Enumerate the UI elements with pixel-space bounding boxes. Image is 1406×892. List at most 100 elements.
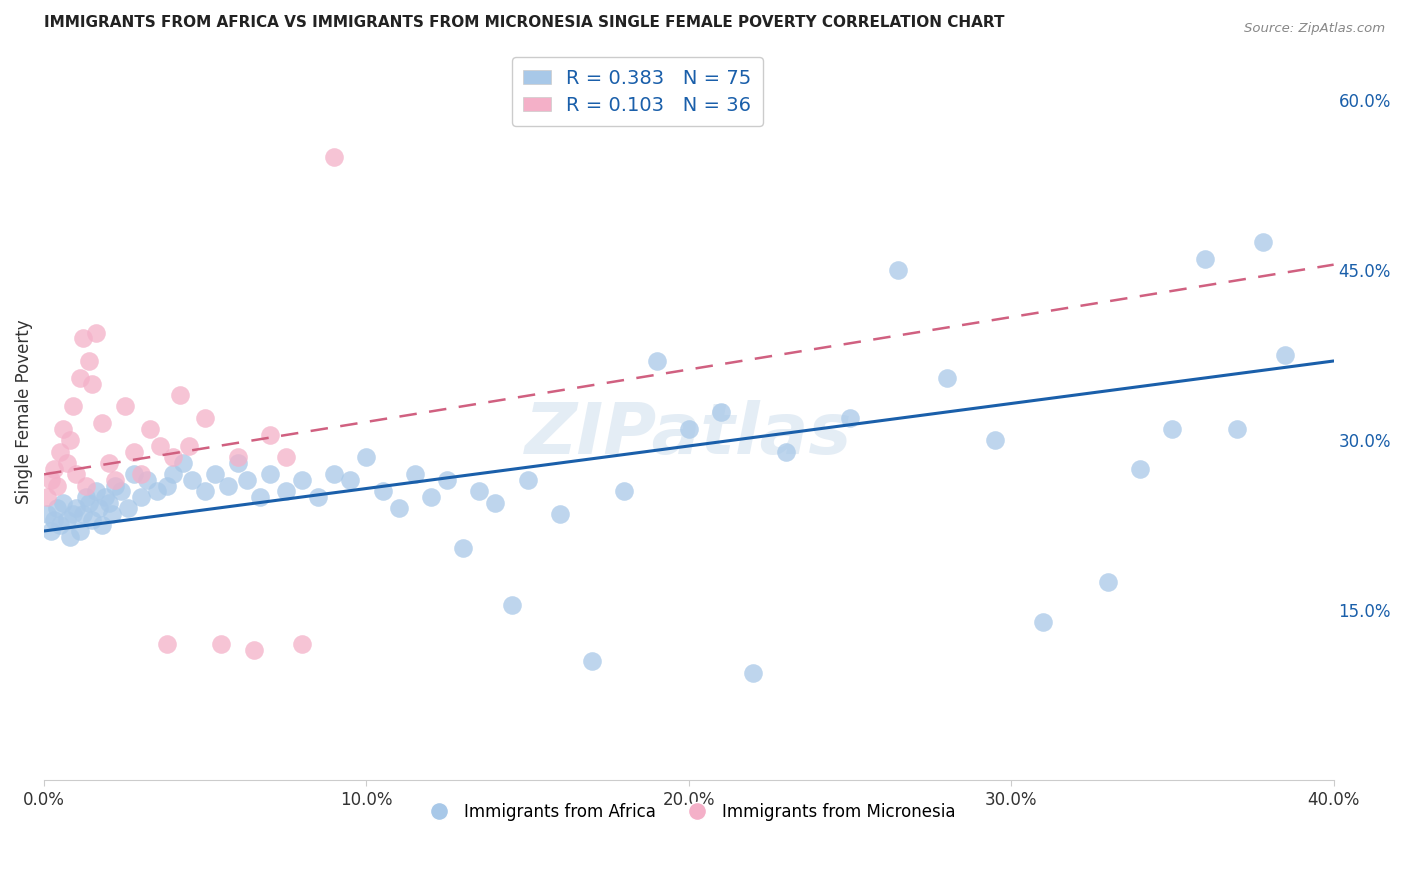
Point [37, 507, 59, 521]
Point [136, 473, 159, 487]
Point [226, 450, 249, 465]
Point [1274, 348, 1296, 362]
Point [468, 484, 491, 499]
Point [156, 637, 179, 651]
Point [1097, 574, 1119, 589]
Point [162, 467, 184, 482]
Point [236, 473, 259, 487]
Point [984, 434, 1007, 448]
Point [242, 643, 264, 657]
Point [146, 484, 169, 499]
Point [516, 473, 538, 487]
Point [339, 473, 361, 487]
Point [117, 501, 139, 516]
Point [46, 478, 69, 492]
Point [39, 524, 62, 538]
Point [388, 501, 411, 516]
Point [209, 637, 232, 651]
Point [259, 467, 281, 482]
Point [97, 456, 120, 470]
Point [69, 371, 91, 385]
Point [162, 450, 184, 465]
Point [72, 331, 94, 345]
Point [291, 637, 314, 651]
Point [501, 598, 523, 612]
Point [887, 263, 910, 277]
Point [1251, 235, 1274, 249]
Point [742, 665, 765, 680]
Point [645, 354, 668, 368]
Point [226, 456, 249, 470]
Point [169, 388, 191, 402]
Text: IMMIGRANTS FROM AFRICA VS IMMIGRANTS FROM MICRONESIA SINGLE FEMALE POVERTY CORRE: IMMIGRANTS FROM AFRICA VS IMMIGRANTS FRO… [44, 15, 1005, 30]
Point [129, 467, 152, 482]
Point [84, 326, 107, 340]
Point [259, 427, 281, 442]
Point [46, 501, 69, 516]
Point [72, 507, 94, 521]
Point [217, 478, 239, 492]
Point [404, 467, 426, 482]
Point [94, 490, 117, 504]
Point [451, 541, 474, 555]
Point [104, 473, 127, 487]
Point [179, 439, 201, 453]
Point [484, 496, 506, 510]
Point [839, 410, 862, 425]
Point [194, 484, 217, 499]
Point [420, 490, 443, 504]
Point [65, 501, 87, 516]
Text: Source: ZipAtlas.com: Source: ZipAtlas.com [1244, 22, 1385, 36]
Point [37, 490, 59, 504]
Point [935, 371, 957, 385]
Point [194, 410, 217, 425]
Point [172, 456, 194, 470]
Point [124, 467, 146, 482]
Point [82, 513, 104, 527]
Point [581, 654, 603, 668]
Point [124, 444, 146, 458]
Point [775, 444, 797, 458]
Point [1161, 422, 1184, 436]
Point [91, 417, 114, 431]
Point [75, 478, 97, 492]
Point [52, 422, 75, 436]
Point [65, 467, 87, 482]
Point [436, 473, 458, 487]
Point [204, 467, 226, 482]
Point [104, 478, 127, 492]
Point [82, 376, 104, 391]
Point [371, 484, 394, 499]
Point [548, 507, 571, 521]
Point [49, 518, 72, 533]
Point [1129, 461, 1152, 475]
Point [69, 524, 91, 538]
Point [356, 450, 378, 465]
Point [75, 490, 97, 504]
Point [52, 496, 75, 510]
Point [97, 496, 120, 510]
Point [307, 490, 329, 504]
Point [42, 461, 65, 475]
Point [55, 456, 77, 470]
Point [710, 405, 733, 419]
Point [139, 422, 162, 436]
Point [77, 354, 100, 368]
Point [49, 444, 72, 458]
Point [156, 478, 179, 492]
Point [59, 530, 82, 544]
Point [101, 507, 124, 521]
Point [62, 507, 84, 521]
Y-axis label: Single Female Poverty: Single Female Poverty [15, 319, 32, 504]
Point [84, 484, 107, 499]
Point [129, 490, 152, 504]
Point [42, 513, 65, 527]
Point [59, 434, 82, 448]
Point [274, 484, 297, 499]
Point [291, 473, 314, 487]
Point [1226, 422, 1249, 436]
Point [91, 518, 114, 533]
Point [110, 484, 132, 499]
Point [62, 400, 84, 414]
Point [149, 439, 172, 453]
